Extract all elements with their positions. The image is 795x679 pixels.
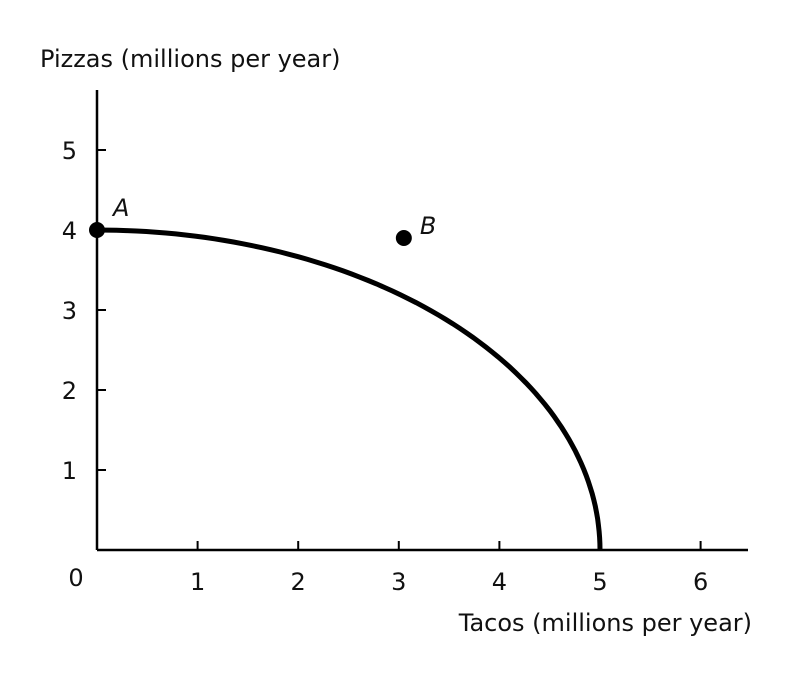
y-tick-label: 4 [62, 217, 77, 245]
point-a-label: A [111, 194, 129, 222]
y-tick-label: 5 [62, 137, 77, 165]
x-tick-label: 3 [391, 568, 406, 596]
x-tick-label: 2 [291, 568, 306, 596]
y-axis-title: Pizzas (millions per year) [40, 45, 341, 73]
x-tick-label: 1 [190, 568, 205, 596]
x-tick-label: 6 [693, 568, 708, 596]
point-a [89, 222, 105, 238]
x-axis-title: Tacos (millions per year) [458, 609, 752, 637]
y-tick-label: 1 [62, 457, 77, 485]
y-tick-label: 3 [62, 297, 77, 325]
y-tick-label: 2 [62, 377, 77, 405]
x-tick-label: 5 [592, 568, 607, 596]
point-b [395, 230, 412, 246]
point-b-label: B [420, 212, 436, 240]
ppf-curve [96, 227, 603, 551]
x-tick-label: 4 [492, 568, 507, 596]
origin-label: 0 [68, 564, 83, 592]
